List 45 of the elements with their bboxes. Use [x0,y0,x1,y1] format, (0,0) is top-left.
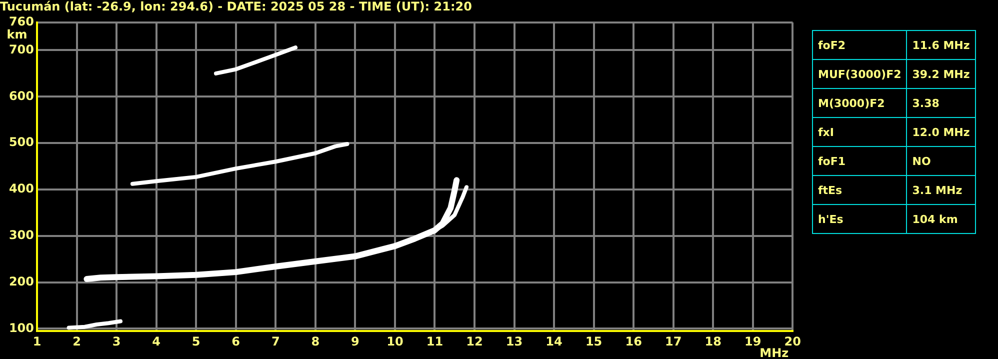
text: fxI [812,118,907,146]
text: 12.0 MHz [906,118,976,146]
y-tick-label: 300 [8,228,34,242]
y-tick-label: 700 [8,42,34,56]
x-tick-label: 7 [271,334,280,348]
text: 3.1 MHz [906,176,976,204]
x-tick-label: 13 [506,334,523,348]
y-tick-label: 600 [8,88,34,103]
x-tick-label: 17 [664,334,682,348]
text: foF2 [812,30,907,60]
x-tick-label: 5 [192,334,200,348]
y-axis-title: km [6,27,28,42]
x-tick-label: 8 [311,334,320,348]
text: MUF(3000)F2 [812,60,907,88]
y-tick-label: 100 [8,320,34,335]
y-tick-label: 500 [8,135,34,150]
y-tick-label: 760 [8,14,34,29]
x-tick-label: 20 [784,334,801,348]
x-tick-label: 16 [625,334,642,348]
text: ftEs [812,176,907,204]
x-tick-label: 10 [386,334,404,348]
x-tick-label: 19 [744,334,762,348]
text: 11.6 MHz [906,30,976,60]
x-tick-label: 6 [232,334,240,348]
x-tick-label: 2 [72,334,81,348]
text: 104 km [906,204,976,234]
text: M(3000)F2 [812,88,907,118]
x-tick-label: 9 [350,334,360,348]
x-tick-label: 11 [426,334,444,348]
text: h'Es [812,204,907,234]
text: foF1 [812,146,907,176]
x-tick-label: 1 [32,334,42,348]
y-tick-label: 400 [8,182,34,196]
x-tick-label: 18 [704,334,722,348]
x-tick-label: 12 [466,334,483,348]
chart-title: Tucumán (lat: -26.9, lon: 294.6) - DATE: 2025 05 28 - TIME (UT): 21:20 [0,0,472,14]
y-tick-label: 200 [8,274,34,288]
x-tick-label: 14 [546,334,562,348]
x-tick-label: 3 [112,334,121,348]
x-tick-label: 4 [152,334,160,348]
x-tick-label: 15 [585,334,602,348]
text: NO [906,146,976,176]
text: 39.2 MHz [906,60,976,88]
x-axis-title: MHz [760,346,789,359]
text: 3.38 [906,88,976,118]
